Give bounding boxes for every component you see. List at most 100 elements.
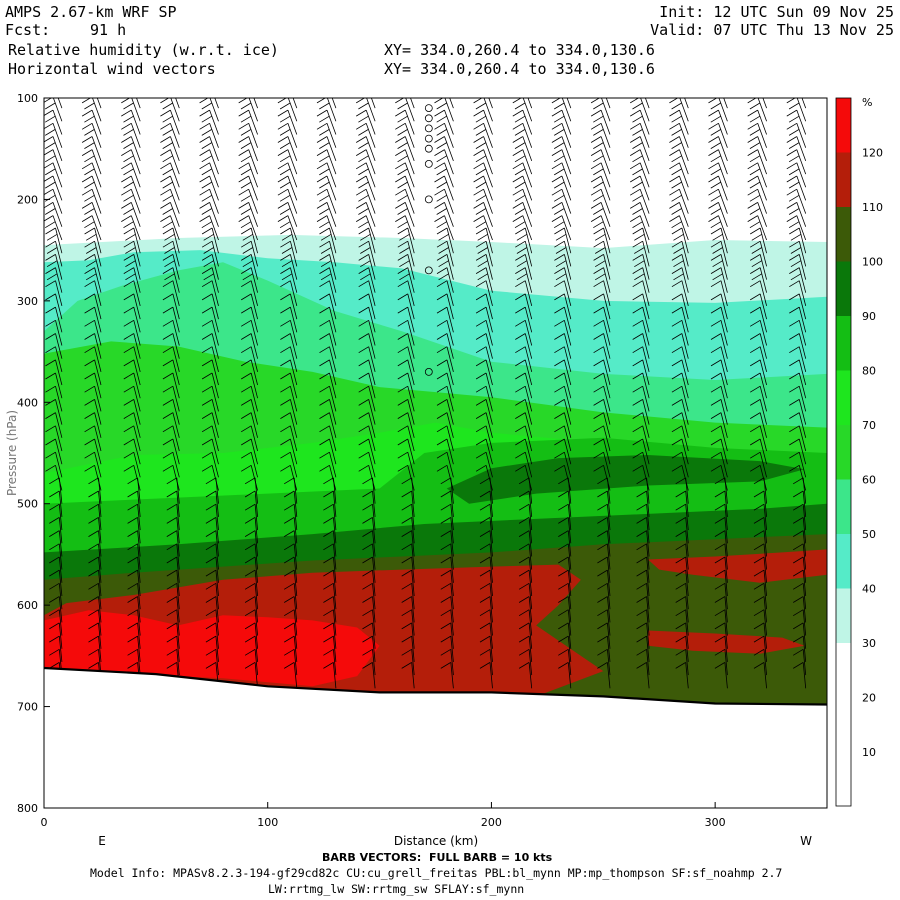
- barb-shaft: [214, 98, 219, 109]
- barb-flag: [629, 215, 641, 222]
- barb-flag: [792, 477, 804, 485]
- barb-shaft: [718, 149, 728, 175]
- barb-shaft: [489, 477, 493, 504]
- wind-barb: [84, 306, 102, 333]
- barb-flag: [88, 556, 99, 564]
- wind-barb: [632, 346, 650, 372]
- barb-flag: [205, 517, 217, 524]
- barb-flag: [199, 188, 210, 196]
- barb-flag: [320, 233, 332, 241]
- barb-flag: [399, 233, 410, 241]
- barb-flag: [316, 188, 328, 196]
- barb-shaft: [524, 280, 533, 306]
- barb-shaft: [646, 490, 650, 517]
- barb-flag: [438, 233, 449, 241]
- barb-shaft: [567, 662, 572, 689]
- barb-flag: [166, 609, 178, 617]
- barb-flag: [554, 372, 565, 380]
- x-tick-label: 0: [41, 816, 48, 829]
- barb-shaft: [94, 267, 102, 293]
- barb-flag: [277, 215, 289, 222]
- barb-shaft: [407, 412, 415, 438]
- barb-shaft: [172, 346, 180, 372]
- barb-flag: [240, 208, 252, 215]
- barb-shaft: [293, 477, 298, 504]
- barb-flag: [279, 142, 291, 149]
- barb-shaft: [724, 609, 728, 636]
- wind-barb: [88, 517, 102, 544]
- barb-flag: [320, 260, 332, 268]
- barb-flag: [45, 385, 56, 393]
- barb-flag: [49, 635, 60, 643]
- barb-shaft: [450, 556, 454, 583]
- wind-barb: [127, 609, 141, 636]
- calm-wind-circle: [424, 159, 433, 168]
- barb-shaft: [720, 452, 728, 478]
- wind-barb: [277, 109, 298, 135]
- barb-flag: [515, 306, 526, 314]
- barb-flag: [323, 569, 334, 577]
- wind-barb: [512, 122, 533, 148]
- barb-shaft: [411, 662, 415, 689]
- wind-barb: [440, 477, 454, 504]
- wind-barb: [789, 319, 807, 346]
- barb-flag: [675, 569, 686, 577]
- barb-flag: [358, 306, 369, 314]
- barb-flag: [397, 280, 409, 288]
- wind-barb: [123, 451, 141, 478]
- wind-barb: [789, 399, 807, 425]
- barb-shaft: [411, 556, 415, 583]
- wind-barb: [714, 648, 728, 676]
- barb-shaft: [209, 123, 219, 148]
- barb-flag: [85, 273, 97, 281]
- wind-barb: [669, 175, 689, 201]
- barb-flag: [244, 517, 256, 524]
- barb-shaft: [176, 649, 180, 676]
- barb-flag: [358, 168, 369, 176]
- barb-flag: [747, 202, 758, 209]
- barb-shaft: [133, 333, 141, 359]
- wind-barb: [323, 490, 337, 517]
- barb-flag: [162, 221, 173, 229]
- barb-shaft: [489, 636, 493, 662]
- barb-shaft: [444, 202, 454, 227]
- wind-barb: [280, 319, 298, 346]
- barb-flag: [362, 609, 373, 617]
- wind-barb: [708, 122, 728, 148]
- barb-flag: [319, 240, 330, 248]
- wind-barb: [440, 662, 454, 689]
- barb-flag: [44, 181, 56, 189]
- wind-barb: [127, 635, 141, 662]
- barb-flag: [749, 372, 761, 380]
- barb-flag: [279, 115, 291, 123]
- barb-flag: [512, 215, 524, 222]
- barb-flag: [362, 490, 373, 498]
- wind-barb: [749, 438, 767, 465]
- barb-shaft: [681, 412, 689, 438]
- barb-shaft: [796, 98, 807, 122]
- barb-flag: [123, 385, 135, 393]
- barb-shaft: [293, 504, 298, 531]
- barb-flag: [45, 464, 56, 472]
- barb-shaft: [763, 649, 767, 676]
- barb-flag: [436, 293, 448, 301]
- barb-flag: [512, 98, 522, 104]
- barb-flag: [669, 98, 679, 104]
- barb-flag: [512, 175, 524, 183]
- barb-flag: [434, 109, 445, 117]
- barb-flag: [512, 109, 524, 117]
- x-tick-label: 300: [705, 816, 726, 829]
- barb-shaft: [215, 649, 219, 676]
- wind-barb: [789, 254, 807, 280]
- barb-shaft: [485, 425, 493, 452]
- barb-flag: [362, 503, 373, 511]
- barb-shaft: [763, 556, 767, 583]
- barb-flag: [49, 596, 60, 603]
- barb-flag: [786, 188, 798, 196]
- barb-shaft: [287, 98, 298, 122]
- barb-flag: [673, 247, 684, 254]
- barb-shaft: [329, 333, 337, 359]
- barb-flag: [714, 543, 726, 551]
- barb-flag: [714, 582, 726, 590]
- barb-shaft: [679, 98, 689, 122]
